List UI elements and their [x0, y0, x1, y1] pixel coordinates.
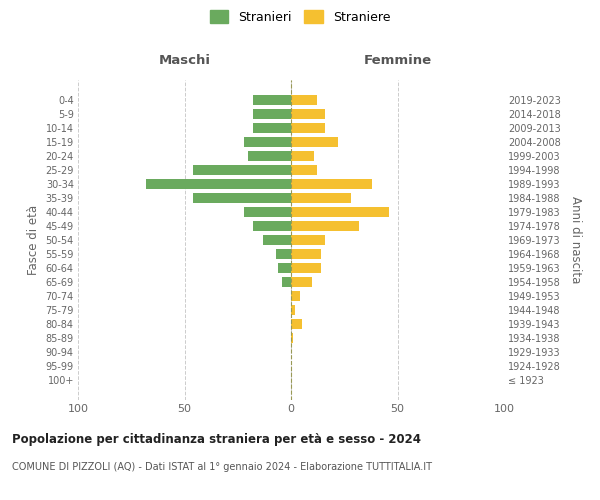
Bar: [253, 108, 291, 119]
Text: Maschi: Maschi: [158, 54, 211, 67]
Bar: [263, 234, 291, 246]
Bar: [291, 192, 350, 203]
Bar: [291, 305, 295, 316]
Bar: [253, 94, 291, 105]
Bar: [291, 291, 299, 302]
Bar: [253, 220, 291, 231]
Bar: [276, 249, 291, 260]
Legend: Stranieri, Straniere: Stranieri, Straniere: [205, 5, 395, 28]
Text: COMUNE DI PIZZOLI (AQ) - Dati ISTAT al 1° gennaio 2024 - Elaborazione TUTTITALIA: COMUNE DI PIZZOLI (AQ) - Dati ISTAT al 1…: [12, 462, 432, 472]
Bar: [291, 220, 359, 231]
Bar: [291, 136, 338, 147]
Bar: [291, 164, 317, 175]
Bar: [291, 249, 321, 260]
Bar: [146, 178, 291, 189]
Bar: [291, 94, 317, 105]
Text: Popolazione per cittadinanza straniera per età e sesso - 2024: Popolazione per cittadinanza straniera p…: [12, 432, 421, 446]
Bar: [283, 277, 291, 287]
Bar: [291, 333, 293, 344]
Bar: [291, 206, 389, 217]
Bar: [291, 150, 314, 161]
Bar: [244, 206, 291, 217]
Bar: [291, 263, 321, 274]
Bar: [253, 122, 291, 133]
Bar: [291, 122, 325, 133]
Bar: [244, 136, 291, 147]
Bar: [248, 150, 291, 161]
Y-axis label: Fasce di età: Fasce di età: [27, 205, 40, 275]
Bar: [291, 277, 313, 287]
Bar: [291, 319, 302, 330]
Y-axis label: Anni di nascita: Anni di nascita: [569, 196, 583, 284]
Bar: [291, 108, 325, 119]
Bar: [291, 234, 325, 246]
Bar: [193, 164, 291, 175]
Bar: [291, 178, 372, 189]
Bar: [193, 192, 291, 203]
Bar: [278, 263, 291, 274]
Text: Femmine: Femmine: [364, 54, 431, 67]
